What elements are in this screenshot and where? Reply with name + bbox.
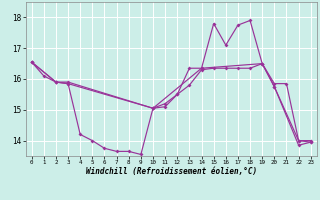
X-axis label: Windchill (Refroidissement éolien,°C): Windchill (Refroidissement éolien,°C) [86,167,257,176]
